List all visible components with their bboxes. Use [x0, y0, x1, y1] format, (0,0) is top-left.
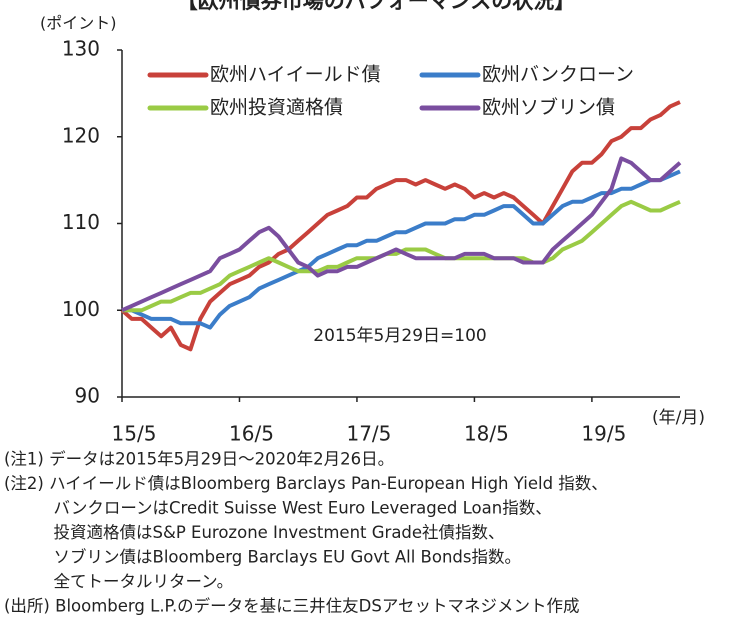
y-tick-label: 90: [75, 384, 100, 408]
series-line: [122, 169, 681, 330]
y-tick-label: 120: [62, 123, 100, 147]
x-tick-label: 15/5: [112, 422, 157, 446]
note: ソブリン債はBloomberg Barclays EU Govt All Bon…: [4, 547, 521, 567]
chart-title: 【欧州債券市場のパフォーマンスの状況】: [177, 0, 576, 13]
annotation: 2015年5月29日=100: [313, 326, 486, 346]
note: 全てトータルリターン。: [4, 572, 233, 591]
x-tick-label: 16/5: [229, 422, 274, 446]
note: (注2) ハイイールド債はBloomberg Barclays Pan-Euro…: [4, 474, 608, 493]
x-tick-label: 18/5: [464, 422, 509, 446]
note: (出所) Bloomberg L.P.のデータを基に三井住友DSアセットマネジメ…: [4, 596, 580, 616]
legend-label: 欧州投資適格債: [210, 97, 343, 119]
x-tick-label: 19/5: [581, 422, 626, 446]
legend-label: 欧州ソブリン債: [482, 96, 615, 119]
series-line: [120, 100, 681, 352]
x-tick-label: 17/5: [346, 422, 391, 446]
note: バンクローンはCredit Suisse West Euro Leveraged…: [4, 499, 552, 518]
y-tick-label: 110: [62, 210, 100, 234]
legend-label: 欧州ハイイールド債: [210, 64, 381, 86]
y-tick-label: 130: [62, 37, 100, 61]
y-tick-label: 100: [62, 297, 100, 321]
legend-label: 欧州バンクローン: [482, 64, 634, 86]
x-unit-label: (年/月): [652, 408, 705, 428]
series-line: [122, 199, 681, 313]
note: 投資適格債はS&P Eurozone Investment Grade社債指数、: [4, 523, 505, 542]
y-unit-label: (ポイント): [40, 14, 117, 33]
note: (注1) データは2015年5月29日～2020年2月26日。: [4, 449, 394, 469]
series-line: [121, 156, 682, 313]
